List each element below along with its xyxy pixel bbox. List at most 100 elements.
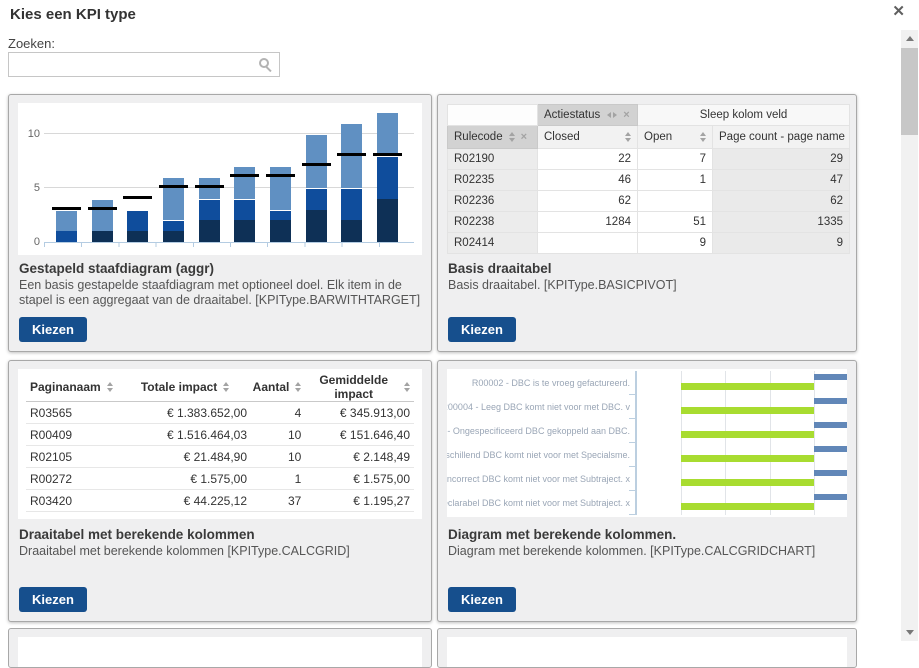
pivot-column-header[interactable]: Closed [537, 125, 638, 149]
bar-segment [127, 209, 149, 232]
sort-up-arrow [625, 132, 631, 136]
table-cell: R02105 [26, 445, 120, 468]
pivot-row: R02190 22 7 29 [447, 148, 851, 170]
scrollbar-down-arrow[interactable] [901, 624, 918, 641]
hbar-blue [813, 374, 847, 380]
close-icon[interactable]: ✕ [892, 3, 905, 20]
table-header-cell[interactable]: Aantal [251, 373, 306, 402]
pivot-drop-zone[interactable]: Sleep kolom veld [636, 104, 851, 126]
pivot-cell: 46 [537, 169, 638, 191]
pivot-cell: 22 [537, 148, 638, 170]
stacked-bar [123, 107, 153, 242]
target-marker [123, 195, 153, 199]
table-row: R00272 € 1.575,00 1 € 1.575,00 [26, 467, 414, 490]
y-axis-tick-label: 10 [27, 128, 40, 140]
search-input[interactable] [9, 53, 279, 76]
table-cell: 4 [251, 401, 306, 424]
stacked-bar [372, 107, 402, 242]
scrollbar-up-arrow[interactable] [901, 30, 918, 47]
table-cell: 37 [251, 489, 306, 512]
sort-down-arrow [404, 388, 410, 392]
bar-chart-plot: 0 5 10 [28, 107, 414, 248]
bar-segment [305, 188, 327, 210]
card-description: Diagram met berekende kolommen. [KPIType… [448, 544, 816, 558]
pivot-row-header[interactable]: Rulecode × [447, 125, 538, 149]
scrollbar-track[interactable] [901, 30, 918, 641]
card-description: Draaitabel met berekende kolommen [KPITy… [19, 544, 350, 558]
pivot-cell: 62 [711, 190, 851, 212]
hbar-chart-plot [635, 371, 847, 515]
horizontal-bar-chart-preview: R00002 - DBC is te vroeg gefactureerd. R0… [447, 369, 847, 517]
pivot-group-header[interactable]: Actiestatus × [537, 104, 638, 126]
bar-segment [198, 198, 220, 221]
table-cell: R03565 [26, 401, 120, 424]
y-axis-tick-label: 0 [33, 236, 40, 248]
pivot-column-label: Open [644, 131, 673, 143]
hbar-row [637, 395, 847, 419]
pivot-row-header-label: Rulecode [454, 131, 503, 143]
table-header-cell[interactable]: Paginanaam [26, 373, 120, 402]
pivot-cell: 9 [711, 232, 851, 254]
card-calcgrid: Paginanaam Totale impact Aantal Gemiddelde … [8, 360, 432, 622]
dialog-title: Kies een KPI type [10, 6, 136, 23]
right-arrow [613, 112, 618, 118]
pivot-cell: 9 [637, 232, 713, 254]
partial-card-preview [447, 637, 847, 667]
sort-icon [223, 382, 230, 392]
stacked-bar [194, 107, 224, 242]
category-label: iet declarabel DBC komt niet voor met Su… [447, 491, 635, 515]
y-axis-tick-label: 5 [33, 182, 40, 194]
table-row: R03420 € 44.225,12 37 € 1.195,27 [26, 489, 414, 512]
column-label: Paginanaam [30, 380, 101, 394]
sort-down-arrow [508, 138, 515, 142]
kiezen-button[interactable]: Kiezen [19, 587, 87, 612]
table-cell: R03420 [26, 489, 120, 512]
gridline [681, 371, 683, 515]
stacked-bar [52, 107, 81, 242]
column-close-icon[interactable]: × [520, 130, 528, 143]
bar-segment [269, 209, 291, 221]
table-cell: € 1.575,00 [305, 467, 414, 490]
bar-segment [269, 220, 291, 242]
table-header-cell[interactable]: Gemiddelde impact [305, 373, 414, 402]
table-cell: € 44.225,12 [119, 489, 252, 512]
table-cell: R00409 [26, 423, 120, 446]
table-cell: € 1.383.652,00 [119, 401, 252, 424]
table-header-cell[interactable]: Totale impact [119, 373, 252, 402]
partial-card [437, 628, 857, 668]
kiezen-button[interactable]: Kiezen [448, 317, 516, 342]
category-labels: R00002 - DBC is te vroeg gefactureerd. R0… [447, 369, 635, 517]
target-marker [158, 184, 188, 188]
sort-down-arrow [625, 138, 631, 142]
target-marker [194, 184, 224, 188]
sort-up-arrow [404, 382, 410, 386]
scrollbar-thumb[interactable] [901, 48, 918, 135]
bar-segment [198, 177, 220, 199]
pivot-row-label: R02235 [447, 169, 538, 191]
target-marker [301, 163, 331, 167]
kiezen-button[interactable]: Kiezen [19, 317, 87, 342]
category-label: 08 - Incorrect DBC komt niet voor met Su… [447, 467, 635, 491]
hbar-blue [813, 422, 847, 428]
target-marker [87, 206, 117, 210]
bar-segment [91, 231, 113, 242]
pivot-column-header[interactable]: Open [637, 125, 713, 149]
hbar-blue [813, 398, 847, 404]
column-close-icon[interactable]: × [623, 108, 630, 121]
pivot-cell: 7 [637, 148, 713, 170]
kiezen-button[interactable]: Kiezen [448, 587, 516, 612]
pivot-cell: 1284 [537, 211, 638, 233]
pivot-row-label: R02238 [447, 211, 538, 233]
table-row: R00409 € 1.516.464,03 10 € 151.646,40 [26, 423, 414, 446]
table-row: R03565 € 1.383.652,00 4 € 345.913,00 [26, 401, 414, 424]
table-cell: € 1.575,00 [119, 467, 252, 490]
target-marker [337, 152, 367, 156]
table-cell: 1 [251, 467, 306, 490]
column-move-icon [607, 112, 618, 118]
pivot-column-header[interactable]: Page count - page name [711, 125, 851, 149]
pivot-row-label: R02414 [447, 232, 538, 254]
calc-grid-table: Paginanaam Totale impact Aantal Gemiddelde … [26, 373, 414, 512]
hbar-green [681, 407, 814, 414]
bar-segment [376, 198, 398, 242]
hbar-row [637, 491, 847, 515]
